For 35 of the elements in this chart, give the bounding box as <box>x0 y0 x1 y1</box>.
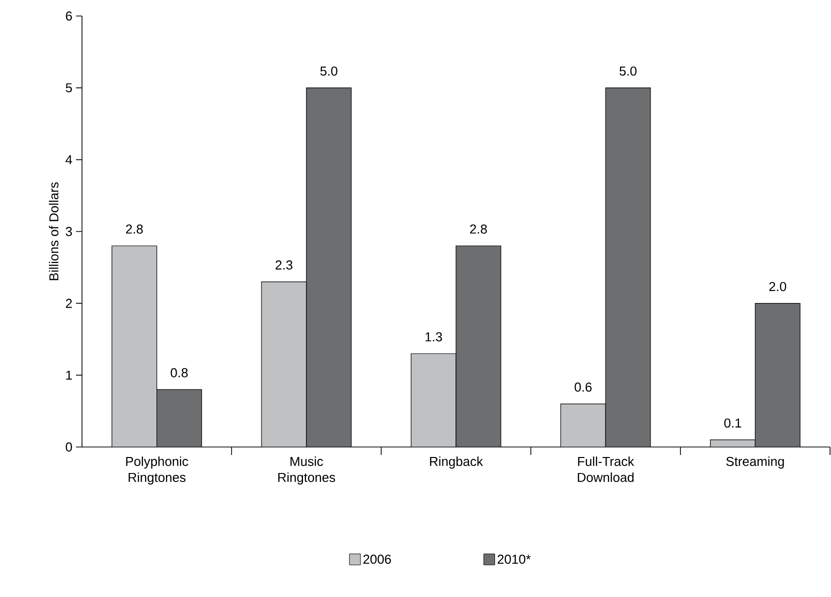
x-tick-label: Polyphonic Ringtones <box>126 456 188 485</box>
x-tick-label: Music Ringtones <box>278 456 336 485</box>
bar <box>306 88 352 447</box>
bar <box>156 389 202 447</box>
y-tick-label: 6 <box>66 11 72 21</box>
data-label: 2.3 <box>276 260 292 270</box>
data-label: 0.1 <box>724 418 742 428</box>
y-tick-label: 4 <box>66 155 72 164</box>
bar <box>754 303 800 447</box>
y-tick-label: 1 <box>66 370 72 380</box>
bar <box>710 440 756 447</box>
bar <box>560 404 606 447</box>
data-label: 5.0 <box>620 66 637 76</box>
y-tick-label: 2 <box>66 298 72 308</box>
y-axis-title: Billions of Dollars <box>48 182 58 280</box>
data-label: 1.3 <box>426 332 442 342</box>
data-label: 2.0 <box>769 282 786 292</box>
bar <box>261 281 307 447</box>
bar <box>112 246 158 447</box>
y-tick-label: 0 <box>66 442 72 452</box>
data-label: 2.8 <box>470 224 487 234</box>
legend-label: 2010* <box>498 554 531 564</box>
y-tick-label: 5 <box>66 83 72 92</box>
bar <box>456 246 502 447</box>
data-label: 5.0 <box>320 66 338 76</box>
bar <box>410 353 456 447</box>
data-label: 2.8 <box>126 224 143 234</box>
legend-label: 2006 <box>363 554 391 564</box>
x-tick-label: Ringback <box>430 456 484 469</box>
x-tick-label: Streaming <box>726 456 784 469</box>
data-label: 0.8 <box>170 368 188 378</box>
y-tick-label: 3 <box>66 226 72 236</box>
bar <box>605 88 651 447</box>
x-tick-label: Full-Track Download <box>578 456 634 482</box>
data-label: 0.6 <box>574 382 592 392</box>
